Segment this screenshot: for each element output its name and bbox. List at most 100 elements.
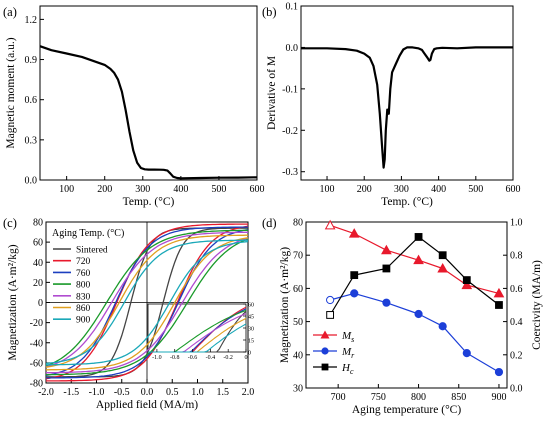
x-tick-label: 0.0 [141, 387, 154, 398]
marker-square [495, 301, 503, 309]
hysteresis-loop [45, 239, 248, 365]
y-tick-label: -0.2 [282, 126, 298, 137]
hysteresis-loop [46, 240, 249, 366]
y-right-tick-label: 0.2 [510, 350, 523, 361]
hysteresis-loop [45, 223, 248, 380]
legend-label: 760 [76, 269, 91, 279]
panel-label: (c) [3, 216, 17, 230]
x-tick-label: 1.0 [191, 387, 204, 398]
inset-x-tick-label: -0.2 [223, 355, 233, 361]
legend-label: 720 [76, 257, 91, 267]
x-tick-label: 600 [250, 184, 265, 195]
legend-label: 900 [76, 316, 91, 326]
y-tick-label: 40 [33, 258, 43, 269]
y-right-tick-label: 0.6 [510, 284, 523, 295]
legend-label: Sintered [76, 246, 108, 256]
inset-y-tick-label: 0 [248, 351, 251, 357]
inset-curve [148, 323, 247, 353]
marker-triangle [493, 287, 505, 298]
y-tick-label: 0.6 [25, 95, 38, 106]
y-tick-label: 0.1 [286, 2, 299, 13]
inset-x-tick-label: -1.0 [152, 355, 162, 361]
y-tick-label: 20 [33, 278, 43, 289]
series-line [329, 292, 500, 373]
x-tick-label: 700 [331, 392, 346, 403]
marker-triangle [437, 262, 449, 273]
legend-label: 860 [76, 304, 91, 314]
y-tick-label: -20 [30, 318, 43, 329]
y-tick-label: -80 [30, 379, 43, 390]
marker-circle [494, 367, 504, 377]
x-tick-label: -2.0 [38, 387, 54, 398]
marker-triangle [461, 279, 473, 290]
marker-square [414, 233, 423, 241]
y-tick-label: -40 [30, 338, 43, 349]
marker-triangle [348, 228, 360, 238]
plot-frame [39, 5, 258, 181]
hysteresis-loop [45, 226, 248, 377]
y-tick-label: -0.3 [282, 167, 298, 178]
x-axis-label: Temp. (°C) [123, 196, 175, 208]
y-right-tick-label: 0.8 [510, 251, 523, 262]
y-tick-label: 80 [293, 218, 303, 229]
marker-circle [462, 349, 471, 358]
marker-square [382, 264, 391, 273]
inset-y-tick-label: 45 [248, 315, 254, 321]
hysteresis-loop [45, 229, 248, 367]
marker-circle [382, 298, 391, 307]
legend-title: Aging Temp. (°C) [52, 228, 124, 239]
x-tick-label: 600 [506, 184, 521, 195]
x-tick-label: 400 [173, 184, 188, 195]
x-tick-label: 400 [431, 184, 446, 195]
x-tick-label: 300 [394, 184, 409, 195]
marker-circle [326, 295, 335, 305]
marker-circle [414, 309, 423, 319]
y-tick-label: 0.0 [25, 176, 38, 187]
data-line [301, 46, 513, 169]
y-right-tick-label: 0.4 [510, 317, 523, 328]
x-tick-label: 850 [451, 392, 466, 403]
data-line [39, 45, 258, 180]
x-tick-label: 500 [468, 184, 483, 195]
y-tick-label: -0.1 [282, 84, 298, 95]
y-tick-label: 0.9 [25, 55, 38, 66]
legend-marker [320, 330, 330, 339]
x-tick-label: 100 [320, 184, 335, 195]
x-tick-label: -1.5 [63, 387, 79, 398]
y-tick-label: 70 [293, 251, 303, 262]
marker-triangle [413, 254, 424, 265]
hysteresis-loop [46, 237, 249, 374]
legend-label: Ms [341, 330, 354, 344]
plot-frame [305, 221, 508, 389]
y-axis-label: Magnetization (A·m²/kg) [279, 247, 291, 363]
hysteresis-loop [45, 231, 248, 368]
legend-label: 830 [76, 292, 91, 302]
marker-square [462, 276, 471, 285]
marker-triangle [381, 244, 392, 255]
y-right-tick-label: 1.0 [510, 218, 523, 229]
marker-circle [350, 289, 359, 298]
x-tick-label: 1.5 [217, 387, 230, 398]
y-tick-label: 60 [293, 284, 303, 295]
x-tick-label: 2.0 [242, 387, 255, 398]
inset-y-tick-label: 15 [248, 339, 254, 345]
marker-square [438, 251, 447, 260]
x-tick-label: 500 [211, 184, 226, 195]
y-tick-label: 30 [293, 384, 303, 395]
y-axis-label: Derivative of M [266, 56, 278, 130]
y-tick-label: 0.0 [286, 43, 299, 54]
panel-label: (a) [3, 5, 17, 19]
inset-x-tick-label: -0.6 [188, 355, 198, 361]
legend-label: Mr [341, 346, 355, 360]
inset-x-tick-label: -0.8 [170, 355, 180, 361]
x-tick-label: 750 [371, 392, 386, 403]
legend-marker [321, 347, 329, 355]
legend-marker [321, 363, 329, 371]
y-tick-label: 60 [33, 238, 43, 249]
hysteresis-loop [46, 238, 249, 376]
inset-y-tick-label: 30 [248, 327, 254, 333]
inset-y-tick-label: 60 [248, 303, 254, 309]
x-tick-label: 800 [411, 392, 426, 403]
hysteresis-loop [46, 228, 249, 379]
